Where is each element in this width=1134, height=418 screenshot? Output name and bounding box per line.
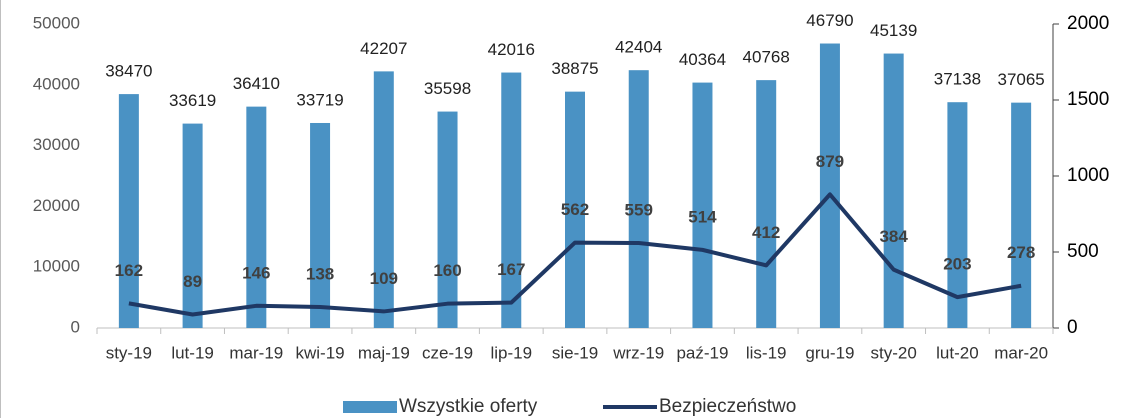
x-tick-label: lut-20 xyxy=(936,343,979,362)
y-tick-label: 40000 xyxy=(33,74,80,93)
x-tick-label: lis-19 xyxy=(746,343,787,362)
y2-tick-label: 2000 xyxy=(1067,13,1109,34)
bar-value-label: 37065 xyxy=(997,70,1044,89)
bar-value-label: 40768 xyxy=(743,48,790,67)
y2-tick-label: 500 xyxy=(1067,241,1099,262)
bar xyxy=(628,70,649,328)
bar xyxy=(1011,102,1032,328)
bar-value-label: 46790 xyxy=(806,11,853,30)
bar xyxy=(819,43,840,329)
bar-value-label: 36410 xyxy=(233,74,280,93)
bar xyxy=(501,72,522,328)
line-value-label: 514 xyxy=(688,207,717,226)
x-tick-label: lip-19 xyxy=(490,343,532,362)
bar xyxy=(947,102,968,328)
y-tick-label: 50000 xyxy=(33,13,80,32)
line-value-label: 109 xyxy=(370,269,398,288)
x-tick-label: lut-19 xyxy=(171,343,214,362)
x-tick-label: mar-19 xyxy=(229,343,283,362)
bar-value-label: 38470 xyxy=(105,62,152,81)
line-value-label: 89 xyxy=(183,272,202,291)
line-value-label: 278 xyxy=(1007,243,1035,262)
x-tick-label: sty-19 xyxy=(106,343,152,362)
legend-label: Bezpieczeństwo xyxy=(659,396,796,417)
bar xyxy=(756,80,777,329)
y2-tick-label: 0 xyxy=(1067,317,1078,338)
line-value-label: 412 xyxy=(752,223,780,242)
bar xyxy=(883,53,904,329)
x-tick-label: paź-19 xyxy=(676,343,728,362)
line-value-label: 384 xyxy=(879,227,908,246)
legend-swatch xyxy=(343,401,397,413)
line xyxy=(128,192,1022,317)
bar-value-label: 35598 xyxy=(424,79,471,98)
y-tick-label: 30000 xyxy=(33,135,80,154)
bar-value-label: 42016 xyxy=(488,40,535,59)
bar-value-label: 33719 xyxy=(296,90,343,109)
line-value-label: 162 xyxy=(115,261,143,280)
line-value-label: 146 xyxy=(242,263,270,282)
x-tick-label: sty-20 xyxy=(871,343,917,362)
x-tick-label: cze-19 xyxy=(422,343,473,362)
bar-value-label: 45139 xyxy=(870,21,917,40)
line-value-label: 562 xyxy=(561,200,589,219)
line-value-label: 203 xyxy=(943,255,971,274)
line-value-label: 160 xyxy=(433,261,461,280)
y-tick-label: 20000 xyxy=(33,196,80,215)
y2-tick-label: 1000 xyxy=(1067,165,1109,186)
bar xyxy=(565,91,585,328)
bar-value-label: 40364 xyxy=(679,50,726,69)
x-tick-label: mar-20 xyxy=(994,343,1048,362)
x-tick-label: maj-19 xyxy=(358,343,410,362)
bar-value-label: 42404 xyxy=(615,38,662,57)
x-tick-label: sie-19 xyxy=(552,343,598,362)
bar-value-label: 33619 xyxy=(169,91,216,110)
line-value-label: 559 xyxy=(625,201,653,220)
bar xyxy=(310,122,331,328)
x-tick-label: kwi-19 xyxy=(296,343,345,362)
bar-value-label: 37138 xyxy=(934,70,981,89)
bar xyxy=(118,94,139,328)
bar xyxy=(182,123,203,328)
x-tick-label: gru-19 xyxy=(805,343,854,362)
line-value-label: 167 xyxy=(497,260,525,279)
bar xyxy=(246,106,267,328)
line-value-label: 879 xyxy=(816,152,844,171)
bar-value-label: 38875 xyxy=(551,59,598,78)
bar xyxy=(692,82,713,328)
bar xyxy=(373,71,394,328)
y-tick-label: 0 xyxy=(71,317,80,336)
legend-label: Wszystkie oferty xyxy=(399,396,538,417)
x-tick-label: wrz-19 xyxy=(612,343,664,362)
bar-value-label: 42207 xyxy=(360,39,407,58)
y2-tick-label: 1500 xyxy=(1067,89,1109,110)
line-value-label: 138 xyxy=(306,265,334,284)
y-tick-label: 10000 xyxy=(33,257,80,276)
bar xyxy=(437,111,458,328)
